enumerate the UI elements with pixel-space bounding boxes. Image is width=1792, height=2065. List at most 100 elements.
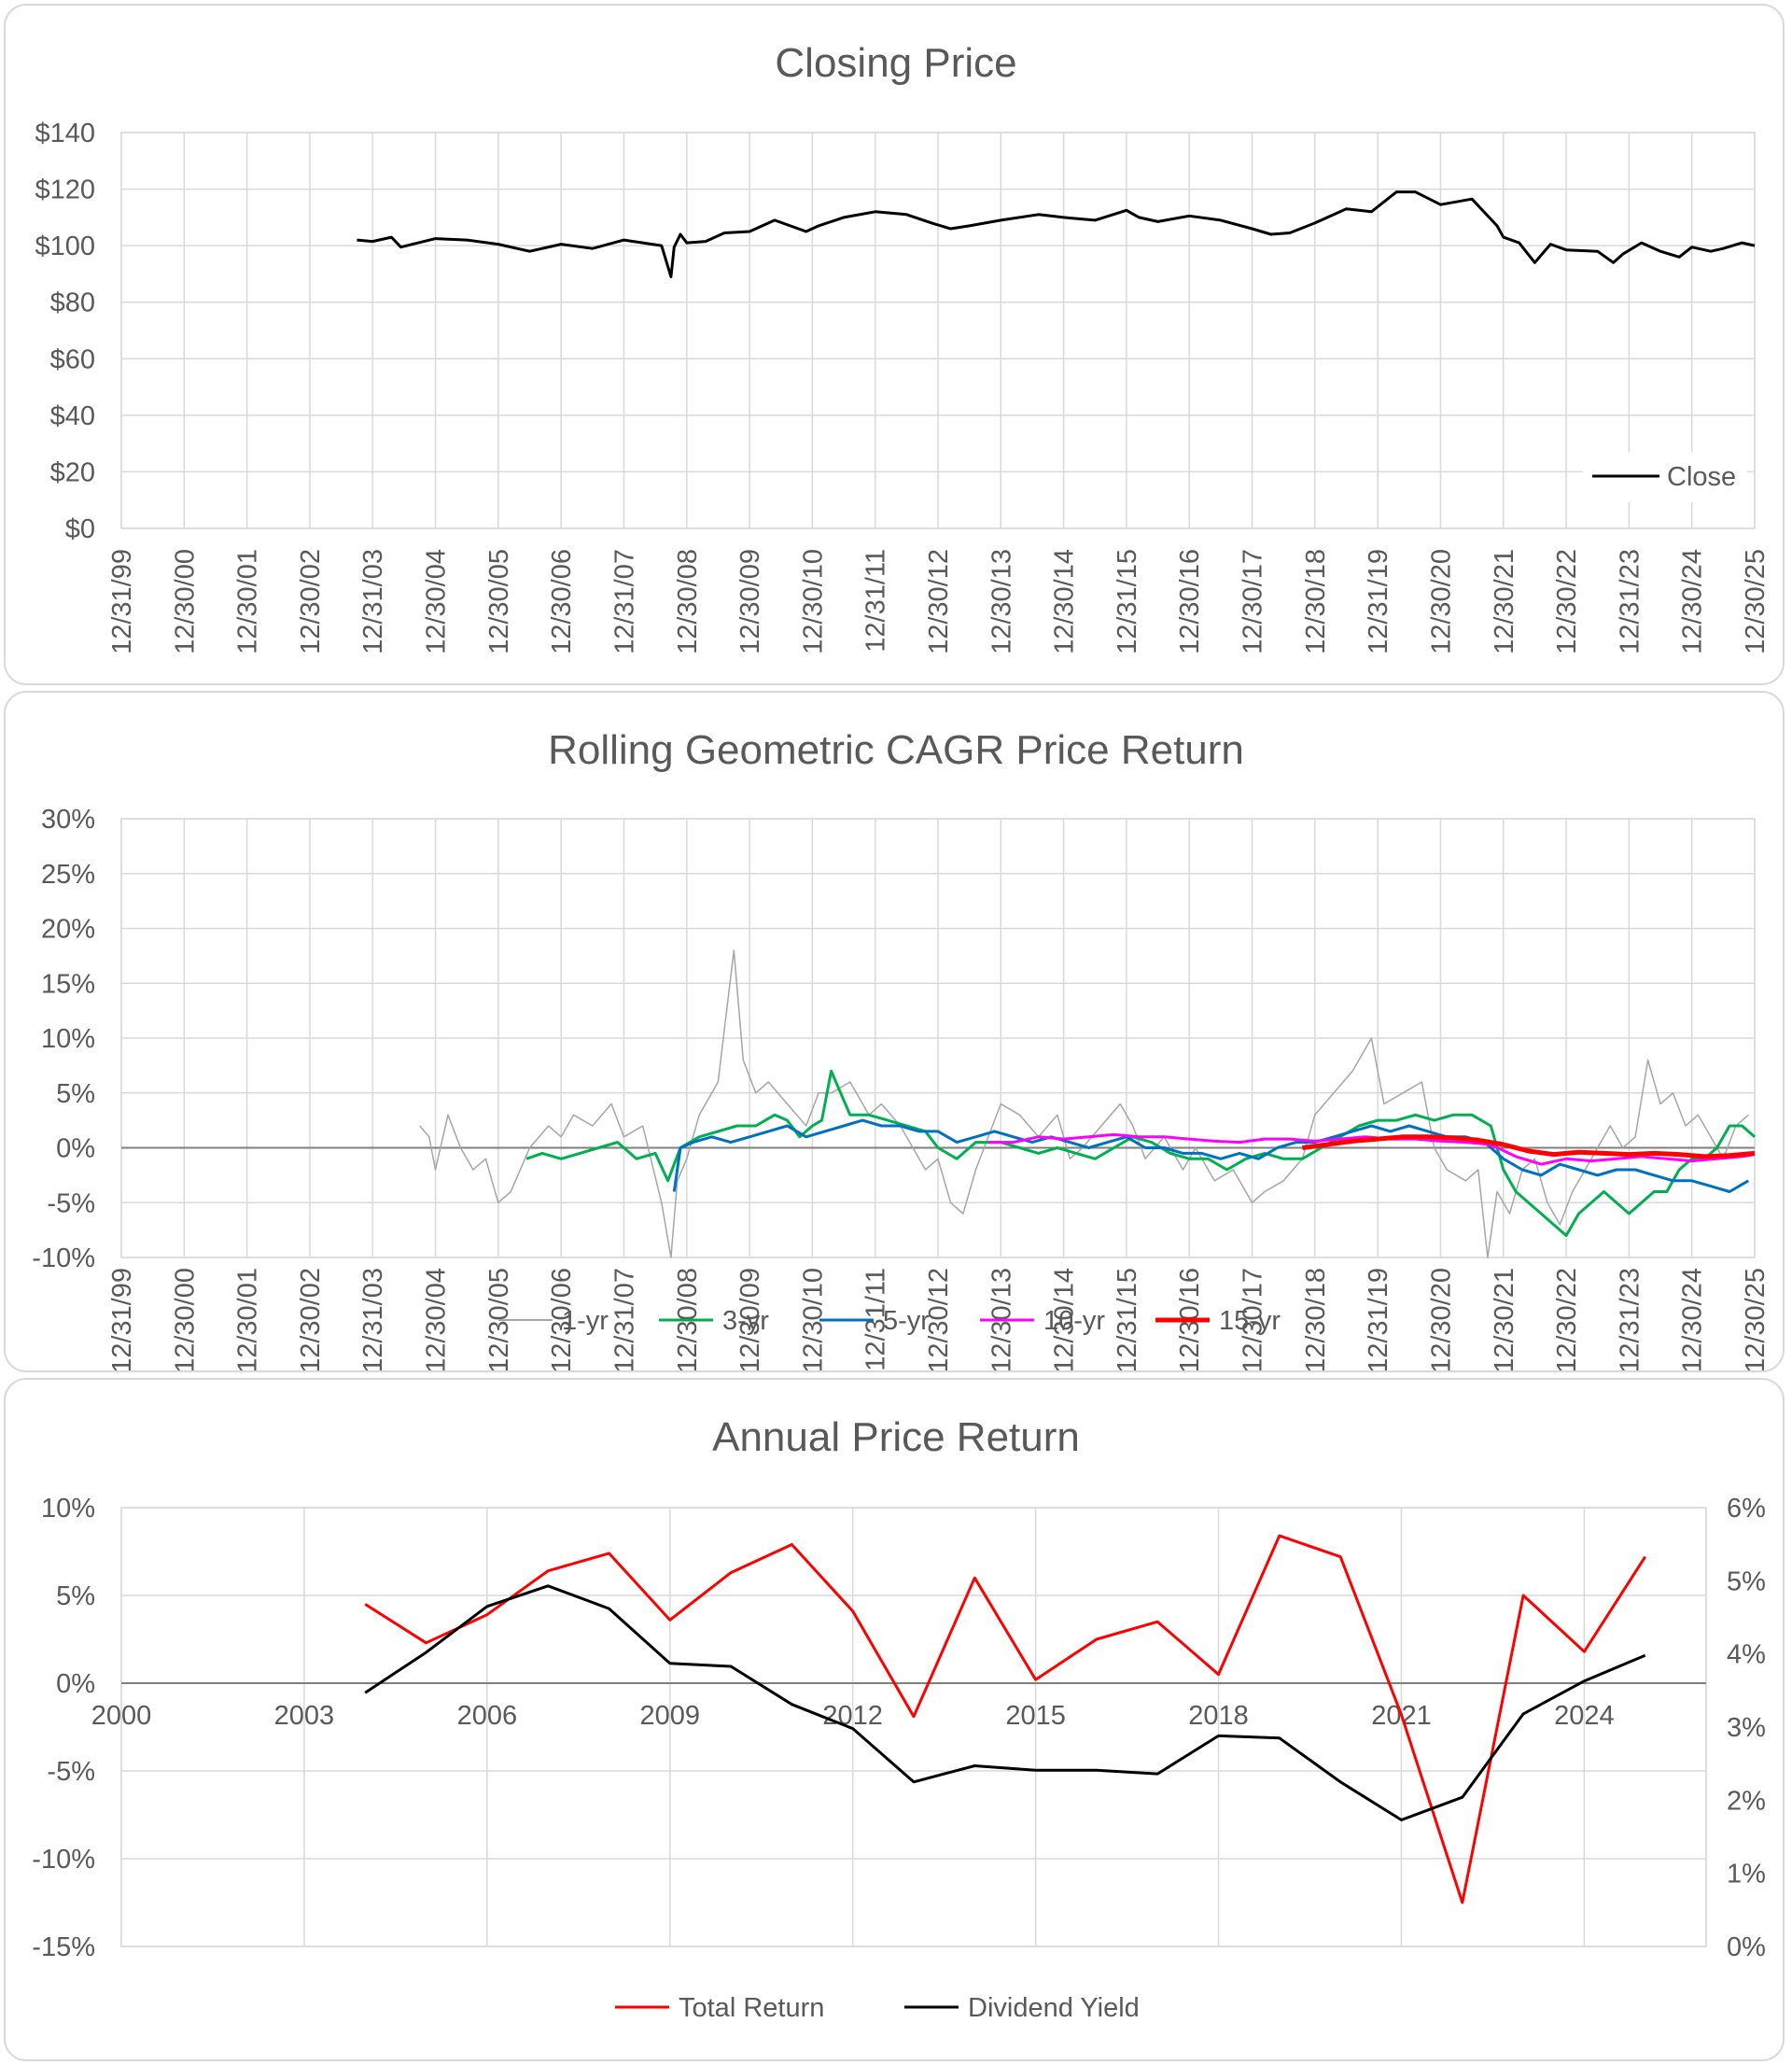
x-tick-label: 12/31/15: [1113, 1268, 1142, 1370]
y-tick-label: -10%: [32, 1243, 95, 1273]
x-tick-label: 12/30/25: [1741, 1268, 1771, 1370]
y-tick-label: $100: [35, 232, 95, 261]
x-tick-label: 12/30/18: [1301, 549, 1331, 654]
x-tick-label: 12/31/23: [1615, 549, 1645, 654]
y-tick-label: $20: [50, 457, 95, 487]
x-tick-label: 12/30/21: [1490, 1268, 1519, 1370]
x-tick-label: 12/30/01: [233, 1268, 263, 1370]
x-tick-label: 2018: [1188, 1701, 1249, 1731]
y-tick-label: $40: [50, 401, 95, 431]
x-tick-label: 12/30/22: [1552, 549, 1582, 654]
y-tick-label: 5%: [56, 1079, 95, 1109]
y-tick-label: $120: [35, 176, 95, 205]
legend-label: Total Return: [679, 1993, 824, 2023]
annual-return-chart: Annual Price Return 10% 5% 0% -5% -10% -15% 200…: [32, 1414, 1766, 2023]
y-tick-label: -5%: [47, 1757, 95, 1787]
legend-label: Dividend Yield: [968, 1993, 1140, 2023]
y2-tick-label: 1%: [1727, 1860, 1766, 1889]
y-tick-label: 0%: [56, 1669, 95, 1699]
x-tick-label: 12/30/09: [735, 549, 765, 654]
x-tick-label: 12/31/15: [1113, 549, 1142, 654]
y-tick-label: 25%: [41, 860, 95, 890]
x-tick-label: 12/31/07: [609, 1268, 639, 1370]
y-tick-label: 0%: [56, 1134, 95, 1164]
plot-frame: [120, 818, 1756, 1258]
x-tick-label: 12/30/20: [1426, 549, 1456, 654]
x-tick-label: 12/30/21: [1490, 549, 1519, 654]
y-tick-label: 10%: [41, 1024, 95, 1054]
y-tick-label: 10%: [41, 1494, 95, 1524]
rolling-cagr-chart: Rolling Geometric CAGR Price Return 30% 25…: [32, 727, 1771, 1370]
y-tick-label: $140: [35, 119, 95, 148]
x-tick-label: 12/31/99: [107, 1268, 137, 1370]
y2-tick-label: 2%: [1727, 1786, 1766, 1816]
x-tick-label: 2009: [640, 1701, 701, 1731]
y-tick-label: -10%: [32, 1845, 95, 1875]
annual-return-panel: Annual Price Return 10% 5% 0% -5% -10% -15% 200…: [4, 1378, 1785, 2061]
x-tick-label: 2012: [822, 1701, 883, 1731]
x-tick-label: 12/30/16: [1175, 549, 1205, 654]
legend-label: 1-yr: [562, 1306, 609, 1336]
x-tick-label: 12/30/10: [798, 549, 828, 654]
x-tick-label: 12/30/22: [1552, 1268, 1582, 1370]
x-tick-label: 12/30/04: [422, 1268, 452, 1370]
legend-label: 3-yr: [722, 1306, 769, 1336]
x-tick-label: 12/30/12: [924, 549, 954, 654]
x-tick-label: 12/31/19: [1364, 549, 1393, 654]
x-tick-label: 12/31/19: [1364, 1268, 1393, 1370]
x-tick-label: 12/31/23: [1615, 1268, 1645, 1370]
closing-price-chart: Closing Price $140 $120 $100 $80 $60 $40 $20 $0 1…: [35, 40, 1771, 654]
x-tick-label: 12/30/05: [484, 549, 514, 654]
chart-title: Closing Price: [775, 40, 1016, 86]
x-tick-label: 2015: [1005, 1701, 1066, 1731]
legend-label: 5-yr: [883, 1306, 930, 1336]
x-tick-label: 12/30/13: [987, 549, 1016, 654]
x-tick-label: 2024: [1554, 1701, 1615, 1731]
y-tick-label: $0: [65, 514, 95, 544]
x-tick-label: 12/30/09: [735, 1268, 765, 1370]
x-tick-label: 12/30/01: [233, 549, 263, 654]
x-tick-label: 12/30/02: [296, 549, 326, 654]
x-tick-label: 12/30/17: [1239, 1268, 1268, 1370]
x-tick-label: 12/31/07: [609, 549, 639, 654]
y2-tick-label: 6%: [1727, 1494, 1766, 1524]
x-tick-label: 12/31/03: [358, 1268, 388, 1370]
x-tick-label: 2003: [274, 1701, 335, 1731]
series-line-dividend-yield: [364, 1584, 1646, 1821]
y-tick-label: 5%: [56, 1581, 95, 1611]
series-line-5-yr: [672, 1118, 1750, 1193]
chart-title: Rolling Geometric CAGR Price Return: [548, 727, 1244, 773]
x-tick-label: 12/30/08: [673, 549, 703, 654]
x-tick-label: 12/30/00: [170, 1268, 200, 1370]
series-line-1-yr: [419, 949, 1749, 1258]
y2-tick-label: 4%: [1727, 1640, 1766, 1670]
chart-title: Annual Price Return: [712, 1414, 1080, 1460]
y-tick-label: $80: [50, 288, 95, 318]
x-tick-label: 12/31/03: [358, 549, 388, 654]
x-tick-label: 12/30/25: [1741, 549, 1771, 654]
x-tick-label: 12/31/99: [107, 549, 137, 654]
y-tick-label: 30%: [41, 805, 95, 835]
x-tick-label: 12/30/24: [1678, 549, 1708, 654]
y-tick-label: 20%: [41, 915, 95, 945]
x-tick-label: 2006: [457, 1701, 518, 1731]
x-tick-label: 12/30/02: [296, 1268, 326, 1370]
y-tick-label: -5%: [47, 1188, 95, 1218]
x-tick-label: 12/30/18: [1301, 1268, 1331, 1370]
closing-price-panel: Closing Price $140 $120 $100 $80 $60 $40 $20 $0 1…: [4, 4, 1785, 685]
y2-tick-label: 0%: [1727, 1932, 1766, 1962]
y-tick-label: -15%: [32, 1932, 95, 1962]
legend-label: 10-yr: [1043, 1306, 1105, 1336]
x-tick-label: 12/30/12: [924, 1268, 954, 1370]
x-tick-label: 12/30/00: [170, 549, 200, 654]
x-tick-label: 12/31/11: [861, 549, 891, 653]
plot-frame: [120, 1507, 1707, 1947]
legend-label: Close: [1667, 462, 1736, 492]
y2-tick-label: 3%: [1727, 1713, 1766, 1743]
x-tick-label: 12/30/17: [1239, 549, 1268, 654]
legend-label: 15-yr: [1219, 1306, 1281, 1336]
plot-frame: [120, 132, 1756, 529]
rolling-cagr-panel: Rolling Geometric CAGR Price Return 30% 25…: [4, 691, 1785, 1372]
x-tick-label: 12/30/20: [1426, 1268, 1456, 1370]
x-tick-label: 12/30/24: [1678, 1268, 1708, 1370]
